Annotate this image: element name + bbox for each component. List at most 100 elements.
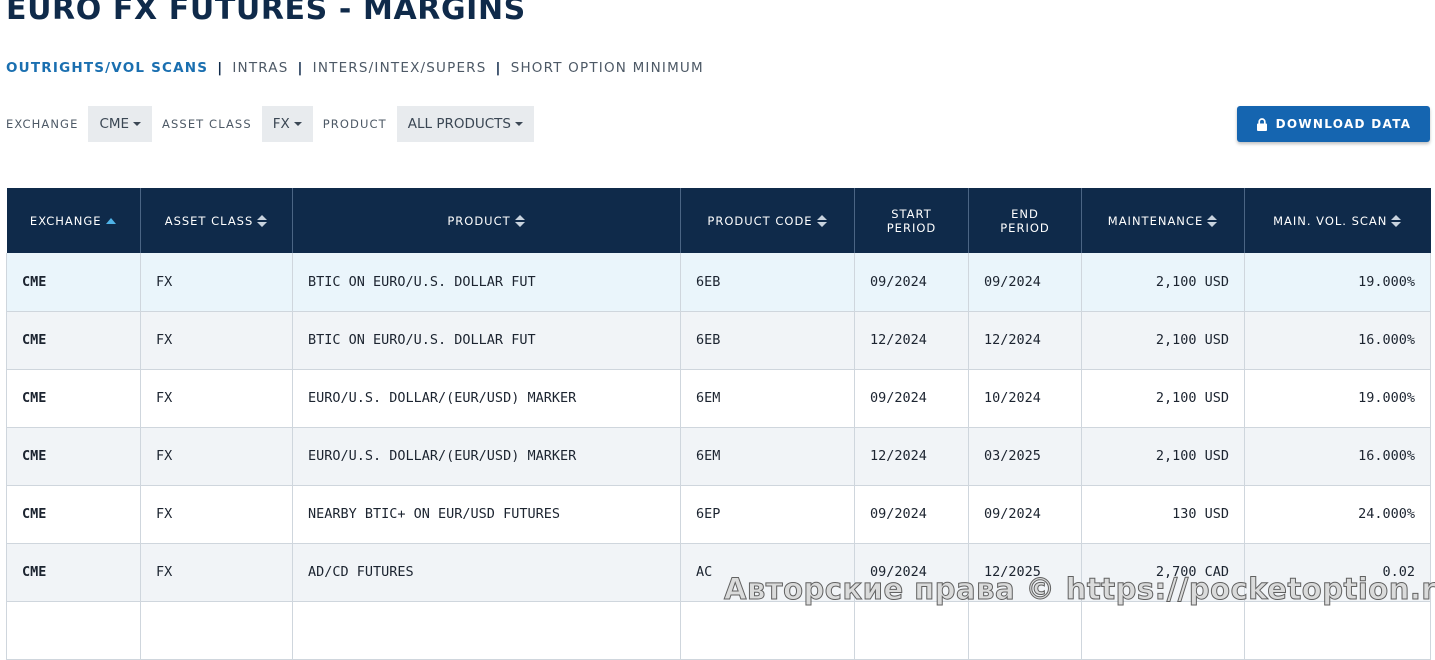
cell-main-vol-scan: 16.000% — [1244, 427, 1431, 486]
sort-icon — [257, 214, 268, 227]
column-header-start-period: START PERIOD — [854, 188, 969, 253]
cell-start-period: 12/2024 — [854, 427, 969, 486]
cell-exchange: CME — [6, 427, 141, 486]
cell-exchange: CME — [6, 543, 141, 602]
cell-asset-class — [140, 601, 293, 660]
page-title: EURO FX FUTURES - MARGINS — [6, 0, 526, 27]
table-row[interactable]: CME FX BTIC ON EURO/U.S. DOLLAR FUT 6EB … — [6, 253, 1431, 312]
cell-asset-class: FX — [140, 485, 293, 544]
cell-main-vol-scan: 19.000% — [1244, 253, 1431, 312]
download-data-label: DOWNLOAD DATA — [1275, 117, 1412, 131]
sort-icon — [1391, 214, 1402, 227]
cell-exchange: CME — [6, 485, 141, 544]
column-header-label: PRODUCT — [447, 213, 511, 228]
table-row[interactable] — [6, 601, 1431, 660]
exchange-filter-label: EXCHANGE — [6, 117, 79, 131]
column-header-asset-class[interactable]: ASSET CLASS — [140, 188, 293, 253]
cell-end-period — [968, 601, 1082, 660]
cell-product-code: 6EP — [680, 485, 855, 544]
column-header-label: MAINTENANCE — [1107, 213, 1204, 228]
cell-maintenance: 2,100 USD — [1081, 311, 1245, 370]
asset-class-filter-label: ASSET CLASS — [162, 117, 252, 131]
cell-asset-class: FX — [140, 253, 293, 312]
cell-start-period: 09/2024 — [854, 253, 969, 312]
cell-product: AD/CD FUTURES — [292, 543, 681, 602]
cell-end-period: 09/2024 — [968, 253, 1082, 312]
sort-icon — [1207, 214, 1218, 227]
column-header-label: END PERIOD — [1000, 206, 1050, 235]
column-header-label: ASSET CLASS — [164, 213, 254, 228]
cell-end-period: 12/2025 — [968, 543, 1082, 602]
cell-product: BTIC ON EURO/U.S. DOLLAR FUT — [292, 253, 681, 312]
product-select[interactable]: ALL PRODUCTS — [396, 106, 534, 142]
cell-product — [292, 601, 681, 660]
sort-icon — [816, 214, 827, 227]
cell-product-code: 6EM — [680, 369, 855, 428]
cell-product-code: AC — [680, 543, 855, 602]
column-header-label: EXCHANGE — [29, 213, 102, 228]
cell-end-period: 03/2025 — [968, 427, 1082, 486]
cell-asset-class: FX — [140, 427, 293, 486]
caret-down-icon — [515, 122, 523, 126]
cell-asset-class: FX — [140, 311, 293, 370]
table-row[interactable]: CME FX BTIC ON EURO/U.S. DOLLAR FUT 6EB … — [6, 311, 1431, 370]
cell-maintenance: 130 USD — [1081, 485, 1245, 544]
cell-asset-class: FX — [140, 543, 293, 602]
cell-main-vol-scan — [1244, 601, 1431, 660]
cell-main-vol-scan: 16.000% — [1244, 311, 1431, 370]
cell-exchange: CME — [6, 369, 141, 428]
column-header-end-period: END PERIOD — [968, 188, 1082, 253]
product-select-value: ALL PRODUCTS — [407, 116, 511, 132]
cell-product-code: 6EM — [680, 427, 855, 486]
cell-start-period — [854, 601, 969, 660]
download-data-button[interactable]: DOWNLOAD DATA — [1237, 106, 1430, 142]
tab-inters-intex-supers[interactable]: INTERS/INTEX/SUPERS — [312, 60, 487, 76]
asset-class-select[interactable]: FX — [261, 106, 313, 142]
product-filter-label: PRODUCT — [322, 117, 387, 131]
cell-main-vol-scan: 19.000% — [1244, 369, 1431, 428]
filter-bar: EXCHANGE CME ASSET CLASS FX PRODUCT ALL … — [6, 106, 544, 142]
cell-maintenance: 2,700 CAD — [1081, 543, 1245, 602]
sort-icon — [514, 214, 525, 227]
table-row[interactable]: CME FX EURO/U.S. DOLLAR/(EUR/USD) MARKER… — [6, 369, 1431, 428]
table-row[interactable]: CME FX EURO/U.S. DOLLAR/(EUR/USD) MARKER… — [6, 427, 1431, 486]
column-header-product-code[interactable]: PRODUCT CODE — [680, 188, 855, 253]
column-header-label: PRODUCT CODE — [707, 213, 813, 228]
cell-start-period: 09/2024 — [854, 543, 969, 602]
margins-table-container: EXCHANGE ASSET CLASS PRODUCT PRODUCT COD… — [6, 188, 1431, 660]
cell-maintenance — [1081, 601, 1245, 660]
cell-main-vol-scan: 0.02 — [1244, 543, 1431, 602]
exchange-select[interactable]: CME — [88, 106, 153, 142]
column-header-maintenance[interactable]: MAINTENANCE — [1081, 188, 1245, 253]
cell-product: EURO/U.S. DOLLAR/(EUR/USD) MARKER — [292, 427, 681, 486]
column-header-main-vol-scan[interactable]: MAIN. VOL. SCAN — [1244, 188, 1431, 253]
cell-product: BTIC ON EURO/U.S. DOLLAR FUT — [292, 311, 681, 370]
margin-tabs: OUTRIGHTS/VOL SCANS | INTRAS | INTERS/IN… — [6, 60, 704, 76]
column-header-exchange[interactable]: EXCHANGE — [6, 188, 141, 253]
tab-intras[interactable]: INTRAS — [232, 60, 289, 76]
tab-separator: | — [297, 60, 304, 76]
cell-start-period: 09/2024 — [854, 369, 969, 428]
table-row[interactable]: CME FX AD/CD FUTURES AC 09/2024 12/2025 … — [6, 543, 1431, 602]
copyright-watermark: Авторские права © https://pocketoption.r… — [723, 572, 1435, 607]
asset-class-select-value: FX — [272, 116, 290, 132]
column-header-label: MAIN. VOL. SCAN — [1273, 213, 1388, 228]
cell-maintenance: 2,100 USD — [1081, 427, 1245, 486]
tab-separator: | — [217, 60, 224, 76]
cell-exchange — [6, 601, 141, 660]
lock-icon — [1256, 117, 1267, 131]
cell-main-vol-scan: 24.000% — [1244, 485, 1431, 544]
column-header-product[interactable]: PRODUCT — [292, 188, 681, 253]
sort-ascending-icon — [105, 217, 116, 224]
cell-maintenance: 2,100 USD — [1081, 253, 1245, 312]
cell-product-code: 6EB — [680, 253, 855, 312]
tab-outrights-vol-scans[interactable]: OUTRIGHTS/VOL SCANS — [6, 60, 209, 76]
cell-exchange: CME — [6, 311, 141, 370]
tab-short-option-minimum[interactable]: SHORT OPTION MINIMUM — [510, 60, 704, 76]
table-row[interactable]: CME FX NEARBY BTIC+ ON EUR/USD FUTURES 6… — [6, 485, 1431, 544]
cell-exchange: CME — [6, 253, 141, 312]
caret-down-icon — [293, 122, 302, 126]
table-header-row: EXCHANGE ASSET CLASS PRODUCT PRODUCT COD… — [6, 188, 1431, 253]
cell-product: NEARBY BTIC+ ON EUR/USD FUTURES — [292, 485, 681, 544]
cell-end-period: 10/2024 — [968, 369, 1082, 428]
